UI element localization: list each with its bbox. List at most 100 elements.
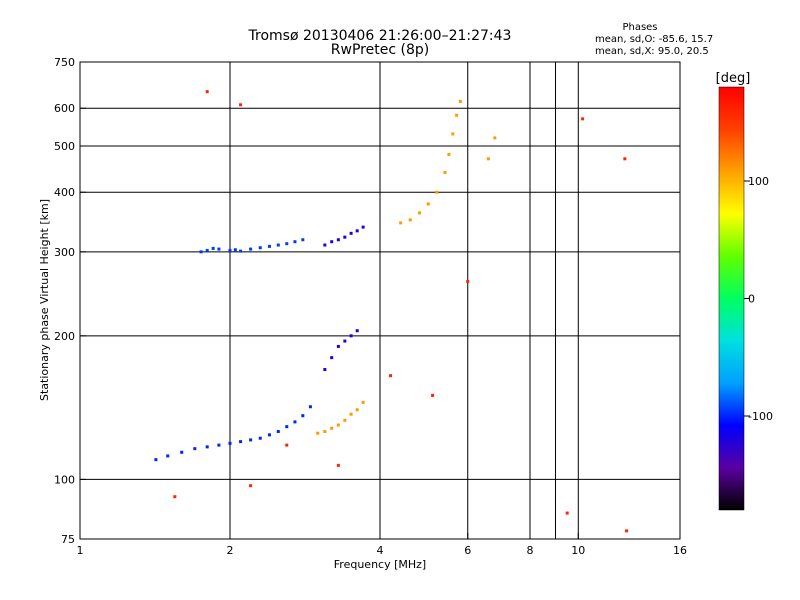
data-point: [336, 423, 340, 427]
y-tick-label: 300: [54, 246, 75, 259]
x-tick-label: 6: [464, 544, 471, 557]
colorbar: [718, 86, 745, 511]
y-tick-label: 600: [54, 102, 75, 115]
data-point: [193, 447, 197, 451]
y-axis-label: Stationary phase Virtual Height [km]: [38, 199, 51, 401]
data-point: [249, 438, 253, 442]
x-tick-label: 4: [377, 544, 384, 557]
y-tick-label: 75: [61, 533, 75, 546]
phases-legend-o: mean, sd,O: -85.6, 15.7: [595, 34, 713, 45]
data-point: [343, 235, 347, 239]
data-point: [581, 117, 585, 121]
data-point: [308, 405, 312, 409]
x-axis-ticks: 1 2 4 6 8 10 16: [77, 533, 687, 557]
data-point: [276, 430, 280, 434]
data-point: [330, 356, 334, 360]
data-point: [166, 454, 170, 458]
data-point: [399, 221, 403, 225]
data-point: [349, 412, 353, 416]
data-point: [301, 414, 305, 418]
data-point: [205, 248, 209, 252]
data-point: [361, 225, 365, 229]
x-tick-label: 2: [227, 544, 234, 557]
data-point: [565, 511, 569, 515]
data-point: [323, 430, 327, 434]
data-point: [228, 441, 232, 445]
data-point: [447, 152, 451, 156]
data-point: [228, 248, 232, 252]
y-tick-label: 200: [54, 330, 75, 343]
data-point: [355, 229, 359, 233]
data-point: [154, 458, 158, 462]
x-tick-label: 10: [571, 544, 585, 557]
data-point: [355, 408, 359, 412]
data-point: [455, 113, 459, 117]
y-tick-label: 400: [54, 186, 75, 199]
data-point: [258, 246, 262, 250]
data-point: [316, 431, 320, 435]
data-point: [285, 242, 289, 246]
data-point: [233, 248, 237, 252]
data-point: [336, 463, 340, 467]
data-point: [211, 246, 215, 250]
data-point: [361, 400, 365, 404]
data-point: [301, 238, 305, 242]
data-point: [349, 231, 353, 235]
x-tick-label: 16: [673, 544, 687, 557]
data-point: [199, 250, 203, 254]
data-point: [276, 243, 280, 247]
data-point: [625, 529, 629, 533]
data-point: [323, 367, 327, 371]
data-point: [435, 190, 439, 194]
data-point: [217, 247, 221, 251]
x-tick-label: 8: [527, 544, 534, 557]
data-point: [336, 344, 340, 348]
data-point: [355, 329, 359, 333]
chart-subtitle: RwPretec (8p): [331, 42, 429, 58]
data-point: [417, 211, 421, 215]
data-point: [293, 420, 297, 424]
data-point: [389, 374, 393, 378]
x-tick-label: 1: [77, 544, 84, 557]
data-point: [408, 218, 412, 222]
data-point: [285, 425, 289, 429]
colorbar-tick-label: 0: [748, 293, 755, 306]
data-point: [458, 99, 462, 103]
data-point: [180, 450, 184, 454]
data-point: [336, 238, 340, 242]
data-point: [267, 433, 271, 437]
phases-legend-x: mean, sd,X: 95.0, 20.5: [595, 46, 709, 57]
data-point: [267, 244, 271, 248]
x-axis-label: Frequency [MHz]: [334, 558, 426, 571]
colorbar-tick-label: -100: [748, 410, 773, 423]
colorbar-ticks: 100 0 -100: [744, 175, 773, 423]
data-point: [623, 157, 627, 161]
data-point: [239, 440, 243, 444]
chart-title: Tromsø 20130406 21:26:00–21:27:43: [248, 28, 512, 44]
data-point: [205, 90, 209, 94]
data-point: [249, 484, 253, 488]
data-point: [258, 436, 262, 440]
y-tick-label: 500: [54, 140, 75, 153]
phases-legend-title: Phases: [622, 22, 657, 33]
colorbar-tick-label: 100: [748, 175, 769, 188]
data-point: [239, 249, 243, 253]
data-point: [343, 339, 347, 343]
data-point: [451, 132, 455, 136]
y-tick-label: 100: [54, 473, 75, 486]
data-point: [249, 247, 253, 251]
data-point: [349, 334, 353, 338]
data-point: [239, 103, 243, 107]
data-point: [466, 279, 470, 283]
data-point: [173, 495, 177, 499]
data-point: [293, 240, 297, 244]
data-point: [285, 443, 289, 447]
data-point: [431, 393, 435, 397]
gridlines: [80, 62, 680, 539]
data-point: [343, 418, 347, 422]
data-point: [493, 136, 497, 140]
data-point: [426, 202, 430, 206]
data-point: [323, 243, 327, 247]
data-point: [486, 157, 490, 161]
data-point: [217, 443, 221, 447]
